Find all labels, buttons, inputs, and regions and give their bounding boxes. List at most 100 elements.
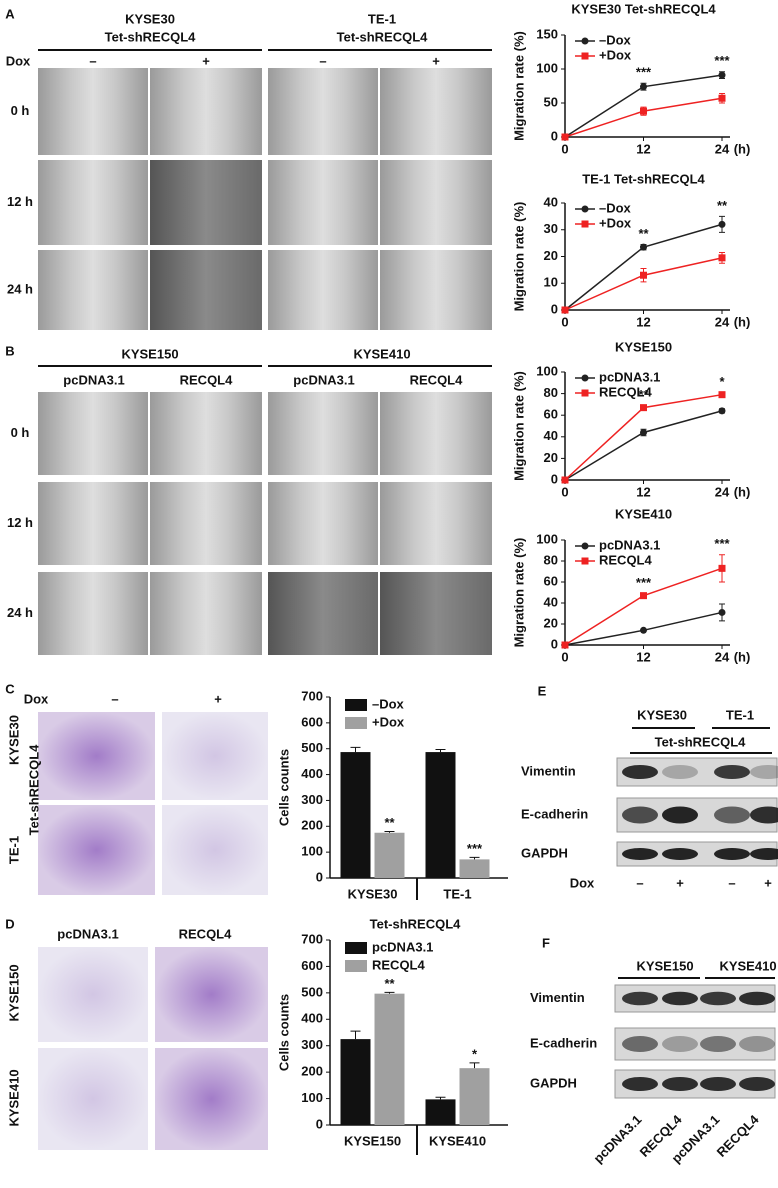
x-tick-label: 24 [715, 314, 730, 329]
micrograph [380, 572, 492, 655]
legend-label: RECQL4 [372, 957, 426, 972]
row-label: 12 h [7, 515, 33, 530]
bar [340, 752, 371, 878]
marker [718, 71, 726, 79]
blot-band [700, 1036, 736, 1052]
y-axis-label: Migration rate (%) [511, 538, 526, 648]
group-label: KYSE30 [125, 11, 175, 26]
row-label: 12 h [7, 194, 33, 209]
column-label: + [202, 53, 210, 68]
y-tick-label: 400 [301, 1011, 323, 1026]
y-axis-label: Migration rate (%) [511, 371, 526, 481]
group-label: KYSE410 [719, 958, 776, 973]
condition-label: Dox [24, 691, 49, 706]
x-tick-label: KYSE410 [429, 1133, 486, 1148]
error-bar [435, 1096, 446, 1100]
y-tick-label: 150 [536, 26, 558, 41]
marker [640, 626, 647, 634]
y-tick-label: 80 [544, 552, 558, 567]
micrograph [268, 160, 378, 245]
micrograph [268, 250, 378, 330]
bar [425, 752, 456, 878]
y-axis-label: Migration rate (%) [511, 202, 526, 312]
legend-label: –Dox [599, 32, 632, 47]
marker [640, 428, 647, 436]
significance-label: ** [384, 815, 395, 830]
y-tick-label: 40 [544, 194, 558, 209]
blot-band [662, 806, 698, 824]
y-tick-label: 80 [544, 385, 558, 400]
x-unit: (h) [734, 649, 751, 664]
legend-marker [581, 374, 589, 382]
y-tick-label: 50 [544, 94, 558, 109]
row-label: E-cadherin [521, 806, 588, 821]
marker [718, 94, 726, 102]
y-tick-label: 700 [301, 931, 323, 946]
significance-label: *** [714, 536, 730, 551]
significance-label: *** [636, 65, 652, 80]
legend-marker [581, 205, 589, 213]
legend-label: –Dox [599, 200, 632, 215]
row-label: 0 h [11, 425, 30, 440]
row-label: KYSE30 [6, 715, 21, 765]
legend-swatch [345, 717, 367, 729]
chart-title: KYSE150 [615, 339, 672, 354]
y-tick-label: 100 [536, 531, 558, 546]
micrograph [268, 68, 378, 155]
row-label: 0 h [11, 103, 30, 118]
y-tick-label: 500 [301, 740, 323, 755]
condition-label: Dox [6, 53, 31, 68]
marker [718, 564, 726, 572]
column-label: + [214, 691, 222, 706]
legend-marker [581, 37, 589, 45]
panel-letter: F [542, 935, 550, 950]
micrograph [162, 712, 268, 800]
marker [718, 391, 726, 399]
group-label: Tet-shRECQL4 [370, 916, 462, 931]
blot-strip [616, 757, 778, 787]
lane-label: RECQL4 [714, 1111, 762, 1159]
significance-label: ** [384, 976, 395, 991]
blot-band [739, 1036, 775, 1052]
micrograph [268, 392, 378, 475]
micrograph [38, 1048, 148, 1150]
y-tick-label: 100 [536, 363, 558, 378]
x-tick-label: 12 [636, 141, 650, 156]
micrograph [150, 392, 262, 475]
blot-band [714, 765, 750, 779]
significance-label: ** [638, 226, 649, 241]
blot-band [622, 806, 658, 824]
blot-band [700, 1077, 736, 1091]
error-bar [435, 748, 446, 753]
chart-title: TE-1 Tet-shRECQL4 [582, 171, 705, 186]
marker [640, 107, 647, 115]
x-tick-label: 12 [636, 314, 650, 329]
y-tick-label: 0 [551, 471, 558, 486]
row-label: GAPDH [530, 1075, 577, 1090]
y-tick-label: 500 [301, 984, 323, 999]
row-label: KYSE410 [6, 1069, 21, 1126]
row-label: 24 h [7, 281, 33, 296]
legend-swatch [345, 942, 367, 954]
error-bar [384, 991, 395, 994]
error-bar [350, 746, 361, 753]
micrograph [38, 712, 155, 800]
column-label: RECQL4 [410, 372, 464, 387]
marker [561, 476, 569, 484]
marker [640, 243, 647, 251]
x-tick-label: 0 [561, 649, 568, 664]
micrograph [380, 68, 492, 155]
x-tick-label: 24 [715, 649, 730, 664]
y-tick-label: 200 [301, 818, 323, 833]
y-tick-label: 40 [544, 594, 558, 609]
micrograph [38, 68, 148, 155]
y-tick-label: 0 [316, 1116, 323, 1131]
marker [640, 404, 647, 412]
chart-title: KYSE30 Tet-shRECQL4 [571, 1, 716, 16]
blot-band [622, 991, 658, 1006]
y-tick-label: 60 [544, 407, 558, 422]
micrograph [380, 160, 492, 245]
marker [718, 254, 726, 262]
x-tick-label: 0 [561, 141, 568, 156]
